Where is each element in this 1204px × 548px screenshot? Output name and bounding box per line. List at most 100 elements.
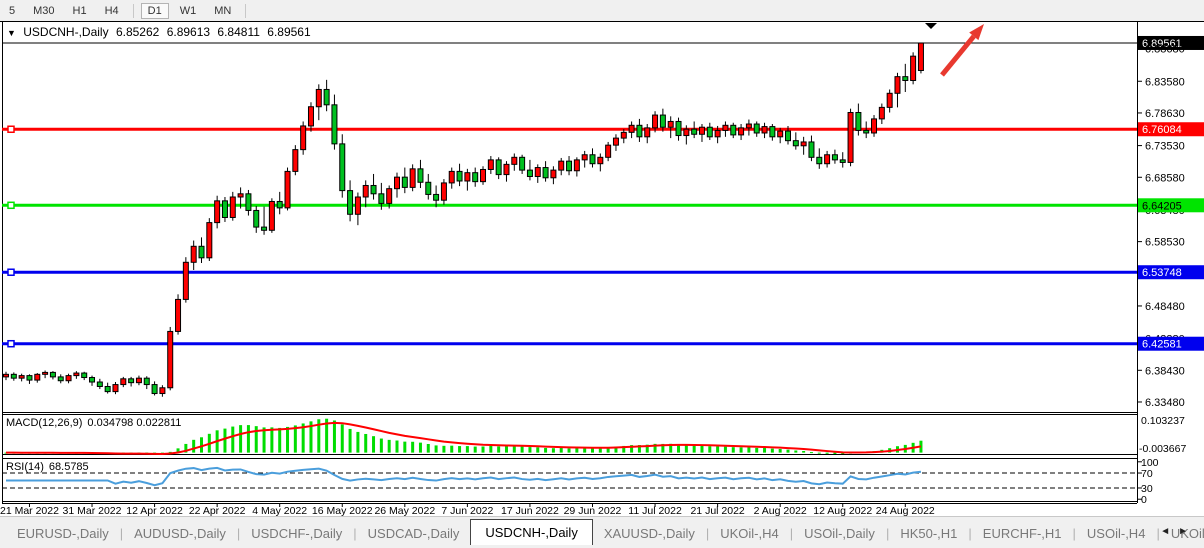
candle-body (839, 159, 846, 163)
macd-histogram-bar (669, 443, 673, 453)
rsi-label: RSI(14) 68.5785 (6, 461, 89, 473)
date-label: 24 Aug 2022 (876, 505, 935, 517)
macd-histogram-bar (325, 418, 329, 453)
candle-body (331, 104, 338, 145)
candle-body (667, 120, 674, 128)
horizontal-level-lines[interactable] (2, 125, 1137, 348)
macd-histogram-bar (716, 446, 720, 453)
timeframe-button-mn[interactable]: MN (214, 4, 232, 17)
candle-body (26, 375, 33, 381)
macd-histogram-bar (309, 421, 313, 453)
candle-body (362, 184, 369, 198)
candle-body (722, 124, 729, 131)
macd-histogram-bar (239, 425, 243, 453)
ohlc-high: 6.89613 (166, 25, 211, 39)
candle-body (433, 193, 440, 201)
level-price-badge-label: 6.76084 (1142, 124, 1182, 136)
candle-body (917, 42, 924, 71)
chart-tab-eurusd-daily[interactable]: EURUSD-,Daily (17, 525, 109, 541)
macd-histogram-bar (661, 443, 665, 453)
tab-scroll-right-icon[interactable]: ► (1178, 526, 1196, 537)
object-anchor-triangle-icon[interactable] (925, 23, 937, 29)
candle-body (816, 156, 823, 165)
chart-tab-bar: EURUSD-,Daily | AUDUSD-,Daily | USDCHF-,Dail… (0, 516, 1204, 548)
macd-histogram-bar (614, 446, 618, 453)
timeframe-button-5[interactable]: 5 (9, 4, 16, 17)
macd-histogram-bar (411, 441, 415, 453)
trend-arrow-annotation[interactable] (940, 24, 984, 77)
candle-body (34, 373, 41, 381)
candle-body (253, 209, 260, 228)
macd-histogram-bar (301, 423, 305, 453)
macd-histogram-bar (348, 428, 352, 453)
candle-body (276, 200, 283, 209)
candle-body (558, 160, 565, 171)
candle-body (10, 373, 17, 379)
chart-tab-usdcnh-daily[interactable]: USDCNH-,Daily (470, 519, 593, 545)
chart-tab-ukoil-h4[interactable]: UKOil-,H4 (1170, 525, 1204, 541)
macd-histogram-bar (700, 445, 704, 453)
macd-histogram-bar (544, 447, 548, 453)
chart-tab-eurchf-h1[interactable]: EURCHF-,H1 (982, 525, 1062, 541)
tab-separator: | (885, 525, 890, 541)
macd-histogram-bar (450, 445, 454, 453)
macd-indicator (4, 418, 923, 455)
macd-histogram-bar (692, 445, 696, 453)
ohlc-open: 6.85262 (115, 25, 160, 39)
chart-tab-hk50-h1[interactable]: HK50-,H1 (900, 525, 958, 541)
timeframe-button-w1[interactable]: W1 (179, 4, 197, 17)
candle-body (300, 125, 307, 151)
candle-body (824, 154, 831, 165)
candle-body (417, 168, 424, 183)
candle-body (714, 129, 721, 138)
chart-tab-xauusd-daily[interactable]: XAUUSD-,Daily (603, 525, 695, 541)
candle-body (863, 129, 870, 134)
timeframe-button-m30[interactable]: M30 (33, 4, 55, 17)
level-line-handle[interactable] (7, 125, 15, 133)
candle-body (620, 131, 627, 139)
price-axis[interactable]: 6.886806.835806.786306.735306.685806.634… (1137, 44, 1204, 409)
macd-histogram-bar (426, 443, 430, 453)
chart-tab-usoil-h4[interactable]: USOil-,H4 (1086, 525, 1146, 541)
candle-body (128, 378, 135, 384)
level-line-handle[interactable] (7, 268, 15, 276)
level-line-handle[interactable] (7, 201, 15, 210)
candle-body (550, 169, 557, 179)
macd-histogram-bar (778, 448, 782, 453)
macd-histogram-bar (677, 444, 681, 453)
candle-body (151, 384, 158, 395)
chart-tab-audusd-daily[interactable]: AUDUSD-,Daily (134, 525, 226, 541)
level-line-handle[interactable] (7, 339, 15, 348)
candle-body (652, 114, 659, 129)
chart-tab-usdcad-daily[interactable]: USDCAD-,Daily (367, 525, 460, 541)
price-tick-label: 6.73530 (1145, 141, 1185, 153)
macd-histogram-bar (372, 436, 376, 453)
chart-tab-ukoil-h4[interactable]: UKOil-,H4 (720, 525, 779, 541)
date-axis[interactable]: 21 Mar 2022 31 Mar 2022 12 Apr 2022 22 Apr … (0, 503, 935, 517)
date-label: 11 Jul 2022 (628, 505, 682, 517)
candle-body (339, 143, 346, 192)
date-label: 12 Apr 2022 (126, 505, 183, 517)
chart-tab-usdchf-daily[interactable]: USDCHF-,Daily (251, 525, 343, 541)
candle-body (612, 137, 619, 146)
candle-body (792, 140, 799, 147)
candle-body (214, 200, 221, 224)
timeframe-button-h4[interactable]: H4 (104, 4, 119, 17)
collapse-triangle-icon[interactable]: ▼ (7, 28, 16, 38)
timeframe-button-h1[interactable]: H1 (72, 4, 87, 17)
macd-histogram-bar (270, 427, 274, 453)
date-label: 2 Aug 2022 (754, 505, 807, 517)
macd-histogram-bar (489, 446, 493, 453)
candle-body (347, 190, 354, 215)
tab-separator: | (1156, 525, 1160, 541)
level-price-badge (1138, 336, 1204, 351)
candle-body (3, 373, 9, 378)
candle-body (378, 193, 385, 204)
macd-histogram-bar (723, 446, 727, 453)
timeframe-button-d1[interactable]: D1 (140, 2, 169, 19)
chart-tab-usoil-daily[interactable]: USOil-,Daily (804, 525, 875, 541)
tab-scroll-left-icon[interactable]: ◄ (1160, 526, 1179, 537)
macd-histogram-bar (630, 445, 634, 453)
